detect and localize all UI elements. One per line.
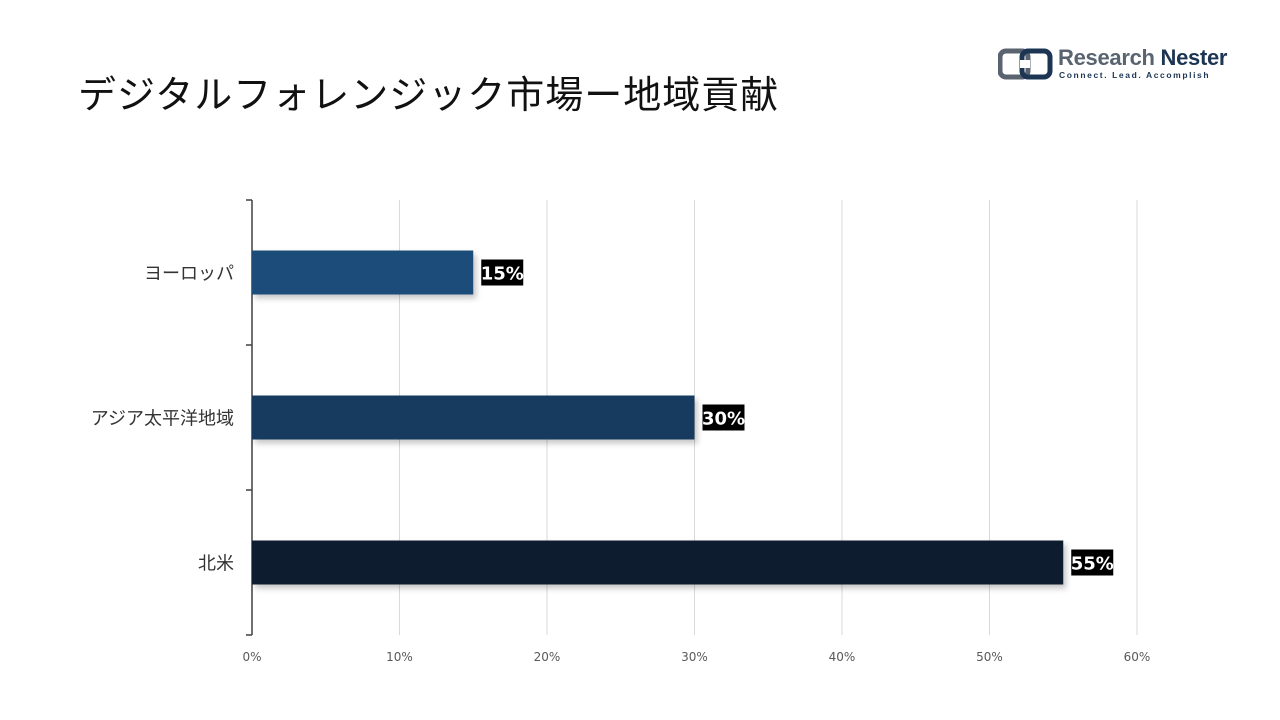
data-label-bg: [1071, 549, 1114, 576]
category-label: 北米: [198, 554, 234, 575]
bar: [252, 540, 1064, 585]
logo-name: Research Nester: [1058, 45, 1227, 71]
bars: [252, 250, 1064, 585]
data-label: 55%: [1071, 554, 1114, 575]
category-label: ヨーロッパ: [144, 264, 234, 285]
x-tick-labels: 0% 10% 20% 30% 40% 50% 60%: [242, 650, 1150, 664]
logo-tagline: Connect. Lead. Accomplish: [1059, 70, 1211, 80]
data-label: 15%: [481, 264, 524, 285]
logo-name-research: Research: [1058, 45, 1155, 70]
chart-title: デジタルフォレンジック市場ー地域貢献: [78, 73, 780, 117]
x-tick-label: 0%: [242, 650, 261, 664]
logo-name-nester: Nester: [1160, 45, 1228, 70]
x-tick-label: 50%: [976, 650, 1003, 664]
x-tick-label: 30%: [681, 650, 708, 664]
category-label: アジア太平洋地域: [91, 409, 234, 430]
x-tick-label: 60%: [1124, 650, 1151, 664]
y-axis: [246, 199, 253, 636]
x-tick-label: 40%: [829, 650, 856, 664]
data-label-bg: [702, 404, 745, 431]
x-tick-label: 20%: [534, 650, 561, 664]
logo-mark-icon: [998, 48, 1053, 80]
data-label: 30%: [702, 409, 745, 430]
data-labels: 15% 30% 55%: [481, 259, 1114, 576]
bar: [252, 250, 474, 295]
x-tick-label: 10%: [386, 650, 413, 664]
data-label-bg: [481, 259, 524, 286]
research-nester-logo: Research Nester Connect. Lead. Accomplis…: [998, 45, 1228, 86]
bar: [252, 395, 695, 440]
